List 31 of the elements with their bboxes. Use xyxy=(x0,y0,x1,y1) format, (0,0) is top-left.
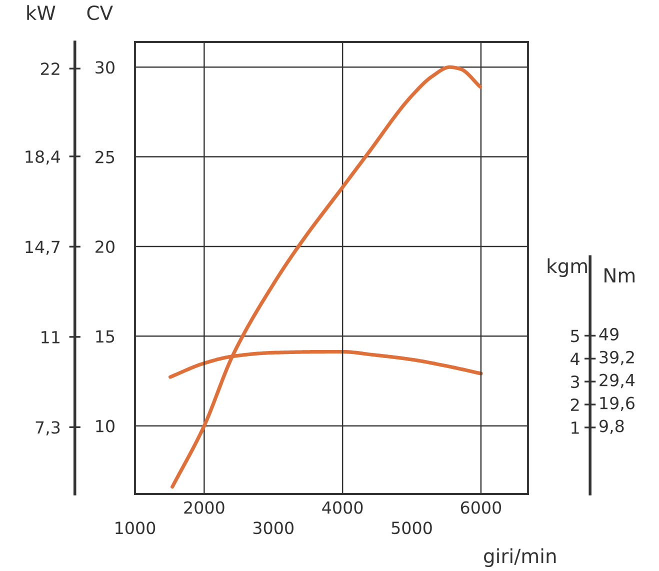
y2-tick-label: 18,4 xyxy=(26,150,60,165)
y2-tick-label: 22 xyxy=(40,62,60,75)
y3-tick-label: 2 xyxy=(570,398,579,411)
x2-tick-label: 1000 xyxy=(116,522,156,534)
text: 39,2 xyxy=(600,350,634,366)
y-tick-label: 15 xyxy=(96,330,114,343)
y3-tick-label: 5 xyxy=(571,330,579,342)
y2-tick-label: 11 xyxy=(42,331,60,344)
y-tick-label: 30 xyxy=(96,61,114,74)
x-tick-label: 4000 xyxy=(322,501,363,514)
y-tick-label: 20 xyxy=(96,240,114,254)
text: 9,8 xyxy=(599,420,624,434)
y2-tick-label: 7,3 xyxy=(36,421,60,436)
y-axis-title: CV xyxy=(87,5,113,20)
x-axis-title: giri/min xyxy=(484,548,556,568)
x-tick-label: 6000 xyxy=(460,501,502,514)
y2-axis-title: kW xyxy=(27,5,56,20)
y3-tick-label: 3 xyxy=(571,376,580,388)
y3-tick-label: 4 xyxy=(570,352,580,365)
x2-tick-label: 3000 xyxy=(253,522,294,534)
text: 49 xyxy=(599,328,618,341)
y-tick-label: 25 xyxy=(96,150,114,164)
x2-tick-label: 5000 xyxy=(392,522,432,534)
text: 19,6 xyxy=(600,396,634,412)
y2-tick-label: 14,7 xyxy=(26,240,60,255)
text: 29,4 xyxy=(600,374,635,388)
x-tick-label: 2000 xyxy=(184,501,224,514)
y3-axis-title: kgm xyxy=(548,258,587,278)
y-tick-label: 10 xyxy=(96,420,114,432)
y3-tick-label: 1 xyxy=(572,422,579,434)
text: Nm xyxy=(604,268,635,282)
